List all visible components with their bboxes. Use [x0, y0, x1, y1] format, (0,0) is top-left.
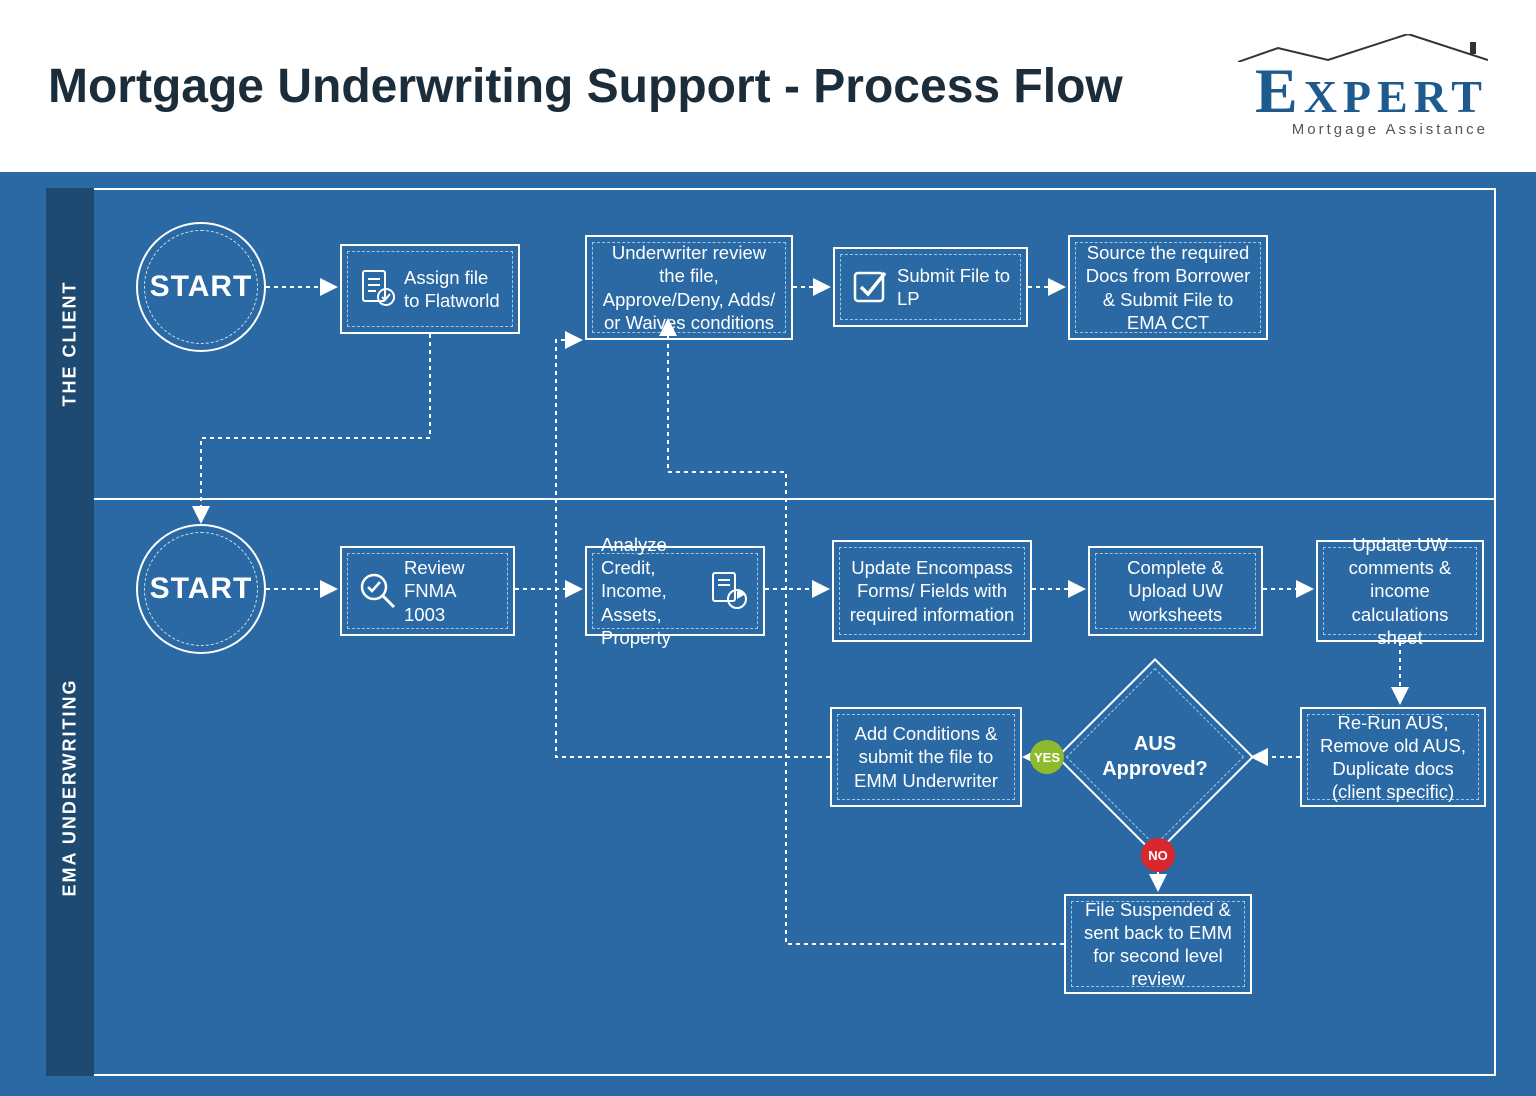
- box-assign-file: Assign file to Flatworld: [340, 244, 520, 334]
- lane-label-client: THE CLIENT: [46, 188, 94, 498]
- page-title: Mortgage Underwriting Support - Process …: [48, 59, 1123, 114]
- document-check-icon: [358, 269, 398, 309]
- box-file-suspended: File Suspended & sent back to EMM for se…: [1064, 894, 1252, 994]
- yes-badge: YES: [1030, 740, 1064, 774]
- client-start: START: [136, 222, 266, 352]
- box-submit-lp: Submit File to LP: [833, 247, 1028, 327]
- box-review-fnma: Review FNMA 1003: [340, 546, 515, 636]
- search-check-icon: [358, 571, 398, 611]
- document-chart-icon: [709, 571, 749, 611]
- box-add-conditions: Add Conditions & submit the file to EMM …: [830, 707, 1022, 807]
- lane-label-ema: EMA UNDERWRITING: [46, 498, 94, 1076]
- box-update-encompass: Update Encompass Forms/ Fields with requ…: [832, 540, 1032, 642]
- ema-start: START: [136, 524, 266, 654]
- logo-main: EXPERT: [1255, 62, 1488, 120]
- box-analyze-credit: Analyze Credit, Income, Assets, Property: [585, 546, 765, 636]
- logo-sub: Mortgage Assistance: [1292, 121, 1488, 138]
- box-rerun-aus: Re-Run AUS, Remove old AUS, Duplicate do…: [1300, 707, 1486, 807]
- no-badge: NO: [1141, 838, 1175, 872]
- logo: EXPERT Mortgage Assistance: [1238, 34, 1488, 139]
- box-uw-comments: Update UW comments & income calculations…: [1316, 540, 1484, 642]
- box-upload-worksheets: Complete & Upload UW worksheets: [1088, 546, 1263, 636]
- flow-canvas: THE CLIENT EMA UNDERWRITING START Assign…: [0, 172, 1536, 1096]
- checkbox-icon: [851, 267, 891, 307]
- box-source-docs: Source the required Docs from Borrower &…: [1068, 235, 1268, 340]
- box-underwriter-review: Underwriter review the file, Approve/Den…: [585, 235, 793, 340]
